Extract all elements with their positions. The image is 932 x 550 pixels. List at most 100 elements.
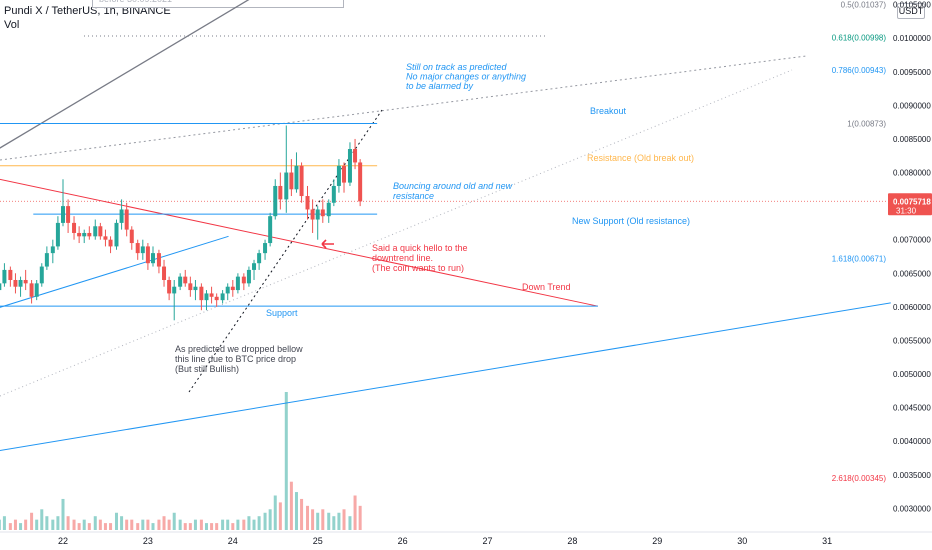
candle-body[interactable] [273,185,278,217]
volume-bar [114,512,118,530]
trend-line[interactable] [0,0,285,149]
annotation-predicted: this line due to BTC price drop [175,354,296,364]
candle-body[interactable] [50,246,55,254]
candle-body[interactable] [310,209,315,220]
volume-bar [30,512,34,530]
candle-body[interactable] [2,269,7,284]
candle-body[interactable] [331,185,336,203]
candle-body[interactable] [135,243,140,254]
candle-body[interactable] [114,222,119,247]
candle-body[interactable] [44,253,49,267]
candle-body[interactable] [72,222,77,233]
candle-body[interactable] [299,165,304,197]
candle-body[interactable] [82,232,87,237]
candle-body[interactable] [178,276,183,287]
candle-body[interactable] [214,296,219,301]
candle-body[interactable] [0,283,2,291]
candle-body[interactable] [193,286,198,291]
candle-body[interactable] [336,165,341,186]
candle-body[interactable] [305,196,310,210]
volume-label[interactable]: Vol [4,19,20,31]
wedge-upper-line[interactable] [0,55,807,161]
candle-body[interactable] [294,165,299,190]
candle-body[interactable] [8,269,13,280]
candle-body[interactable] [235,276,240,291]
candle-body[interactable] [183,276,188,284]
candle-body[interactable] [353,149,358,163]
candle-body[interactable] [98,226,103,237]
candle-body[interactable] [156,253,161,267]
candle-body[interactable] [326,202,331,217]
candle-body[interactable] [257,253,262,264]
trend-line[interactable] [0,178,598,307]
volume-bar [82,519,86,530]
current-price-countdown: 31:30 [896,206,917,215]
candle-body[interactable] [103,236,108,240]
candle-body[interactable] [77,232,82,237]
volume-bar [56,516,60,530]
y-tick-label: 0.0055000 [893,336,931,345]
volume-bar [332,516,336,530]
candle-body[interactable] [241,276,246,284]
annotation-hello: downtrend line. [372,253,433,263]
candle-body[interactable] [230,286,235,291]
candle-body[interactable] [119,209,124,223]
volume-bar [289,481,293,530]
volume-bar [24,519,28,530]
candle-body[interactable] [93,226,98,237]
candle-body[interactable] [199,286,204,301]
candle-body[interactable] [320,209,325,217]
candle-body[interactable] [342,165,347,183]
candle-body[interactable] [108,239,113,247]
candle-body[interactable] [61,206,65,223]
x-tick-label: 24 [228,536,238,546]
candle-body[interactable] [150,253,155,264]
currency-button[interactable]: USDT [897,3,925,19]
volume-bar [109,523,113,530]
candle-body[interactable] [358,162,363,202]
candle-body[interactable] [347,149,352,183]
candle-body[interactable] [23,279,28,284]
volume-bar [167,519,171,530]
candle-body[interactable] [87,232,92,237]
symbol-title[interactable]: Pundi X / TetherUS, 1h, BINANCE [4,5,171,17]
candle-body[interactable] [188,283,193,291]
candle-body[interactable] [29,283,34,297]
candle-body[interactable] [252,263,257,270]
candle-body[interactable] [225,286,230,294]
y-tick-label: 0.0100000 [893,34,931,43]
candle-body[interactable] [162,266,167,280]
candle-body[interactable] [39,266,44,284]
candle-body[interactable] [246,269,251,284]
candle-body[interactable] [289,172,294,190]
trend-line[interactable] [0,235,229,308]
volume-bar [87,523,91,530]
candle-body[interactable] [263,243,268,254]
candle-body[interactable] [124,209,129,230]
projection-line[interactable] [188,109,383,393]
candle-body[interactable] [172,286,177,294]
candle-body[interactable] [55,222,60,247]
volume-bar [278,502,282,530]
candle-body[interactable] [204,293,209,301]
volume-bar [162,516,166,530]
trend-line[interactable] [0,302,891,451]
candle-body[interactable] [129,229,134,244]
candle-body[interactable] [167,279,172,294]
candle-body[interactable] [34,283,39,297]
candle-body[interactable] [315,209,320,220]
candle-body[interactable] [140,246,145,254]
candle-body[interactable] [220,293,225,301]
candle-body[interactable] [268,216,273,244]
candle-body[interactable] [13,279,18,287]
candle-body[interactable] [209,293,214,297]
candle-body[interactable] [18,279,23,287]
candle-body[interactable] [278,185,283,200]
candle-body[interactable] [145,246,150,264]
volume-bar [284,392,288,530]
candle-body[interactable] [66,206,71,223]
wedge-lower-line[interactable] [0,69,793,397]
volume-bar [13,519,17,530]
candle-body[interactable] [284,172,289,200]
